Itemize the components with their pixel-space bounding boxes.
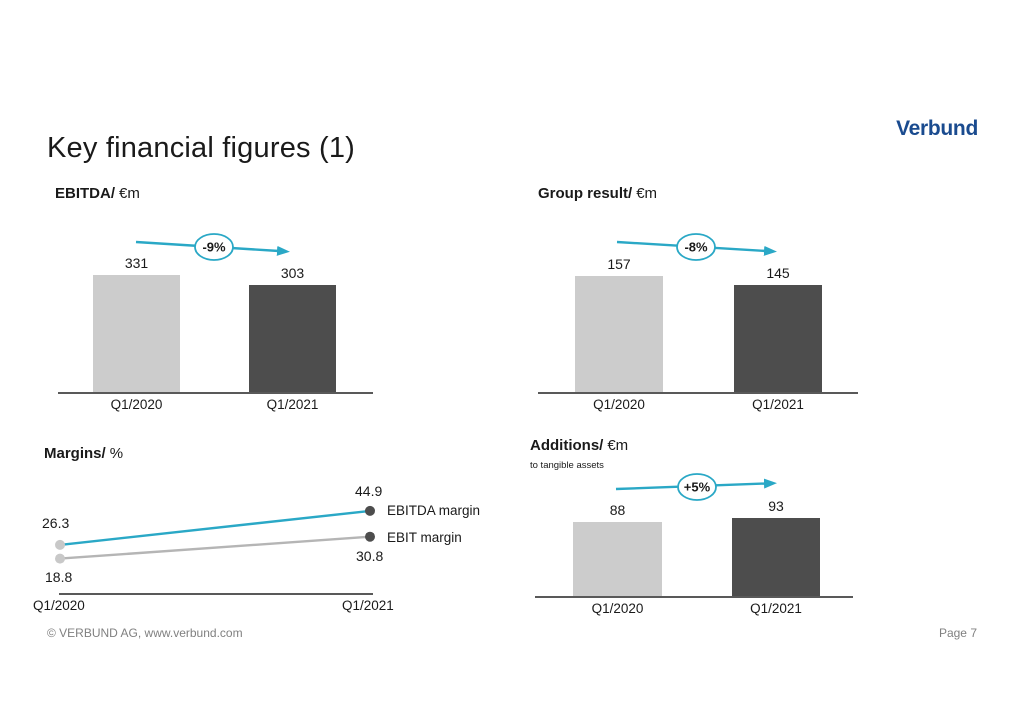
x-axis [535, 596, 853, 598]
ebit-margin-start-dot [55, 553, 65, 564]
change-badge-label: +5% [684, 480, 711, 495]
x-label-q1-2021: Q1/2021 [266, 397, 319, 412]
chart-title-unit: % [109, 445, 124, 462]
margins-chart: Margins/% 26.3 18.8 44.9 30.8 EBITDA mar… [33, 445, 503, 620]
footer-page-number: Page 7 [938, 626, 977, 640]
bar-value: 303 [280, 265, 305, 281]
x-label-q1-2020: Q1/2020 [591, 601, 644, 616]
footer-copyright: © VERBUND AG, www.verbund.com [47, 626, 243, 640]
ebitda-margin-line [59, 509, 371, 547]
bar-group-q1-2020: 157 [575, 256, 663, 393]
change-badge-label: -8% [684, 240, 708, 255]
chart-title-margins: Margins/% [44, 445, 123, 462]
bar-group-q1-2021: 93 [732, 498, 820, 596]
chart-title-additions: Additions/€m [530, 437, 628, 454]
chart-title-bold: Margins/ [44, 445, 106, 462]
legend-ebit-margin: EBIT margin [387, 530, 462, 545]
chart-title-group-result: Group result/€m [538, 185, 657, 202]
trend-arrow-line [135, 240, 290, 256]
ebit-margin-line [59, 535, 371, 560]
point-label-ebitda-2021: 44.9 [355, 483, 383, 499]
chart-subtitle-additions: to tangible assets [530, 460, 604, 471]
legend-ebitda-margin: EBITDA margin [387, 503, 481, 518]
bar-value: 145 [766, 265, 790, 281]
x-axis [58, 392, 373, 394]
additions-chart: Additions/€m to tangible assets +5% 88 9… [530, 437, 875, 622]
ebit-margin-end-dot [365, 531, 375, 542]
point-label-ebitda-2020: 26.3 [42, 515, 70, 531]
point-label-ebit-2020: 18.8 [45, 569, 73, 585]
x-label-q1-2020: Q1/2020 [593, 397, 645, 412]
ebitda-margin-start-dot [55, 539, 65, 550]
bar-value: 157 [607, 256, 631, 272]
trend-arrow-line [616, 240, 777, 256]
bar-value: 93 [768, 498, 784, 514]
bar-group-q1-2021: 303 [249, 265, 336, 393]
bar-value: 88 [609, 502, 626, 518]
chart-title-bold: Group result/ [538, 185, 633, 202]
verbund-logo: Verbund [896, 117, 978, 140]
x-label-q1-2020: Q1/2020 [33, 598, 85, 613]
bar-q1-2020 [575, 276, 663, 393]
chart-title-ebitda: EBITDA/€m [55, 185, 140, 202]
x-axis [59, 593, 373, 595]
change-badge-ellipse [677, 473, 717, 501]
x-label-q1-2021: Q1/2021 [342, 598, 394, 613]
ebitda-margin-end-dot [365, 505, 375, 516]
chart-title-unit: €m [119, 185, 140, 202]
bar-q1-2020 [573, 522, 662, 596]
x-label-q1-2020: Q1/2020 [110, 397, 163, 412]
x-axis [538, 392, 858, 394]
chart-title-unit: €m [636, 185, 658, 202]
page-title: Key financial figures (1) [47, 132, 356, 165]
group-result-chart: Group result/€m -8% 157 145 Q1/2020 Q1/2… [538, 185, 883, 420]
change-badge-ellipse [676, 233, 716, 261]
point-label-ebit-2021: 30.8 [356, 548, 384, 564]
bar-value: 331 [124, 255, 149, 271]
bar-q1-2020 [93, 275, 180, 393]
bar-group-q1-2021: 145 [734, 265, 822, 393]
change-badge-ellipse [194, 233, 234, 261]
bar-q1-2021 [249, 285, 336, 393]
ebitda-chart: EBITDA/€m -9% 331 303 Q1/2020 Q1/2021 [55, 185, 400, 420]
bar-group-q1-2020: 331 [93, 255, 180, 393]
bar-q1-2021 [732, 518, 820, 596]
chart-title-unit: €m [607, 437, 629, 454]
chart-title-bold: Additions/ [530, 437, 604, 454]
x-label-q1-2021: Q1/2021 [752, 397, 804, 412]
x-label-q1-2021: Q1/2021 [750, 601, 802, 616]
bar-q1-2021 [734, 285, 822, 393]
trend-arrow-line [615, 478, 777, 491]
chart-title-bold: EBITDA/ [55, 185, 115, 202]
bar-group-q1-2020: 88 [573, 502, 662, 596]
change-badge-label: -9% [202, 240, 226, 255]
